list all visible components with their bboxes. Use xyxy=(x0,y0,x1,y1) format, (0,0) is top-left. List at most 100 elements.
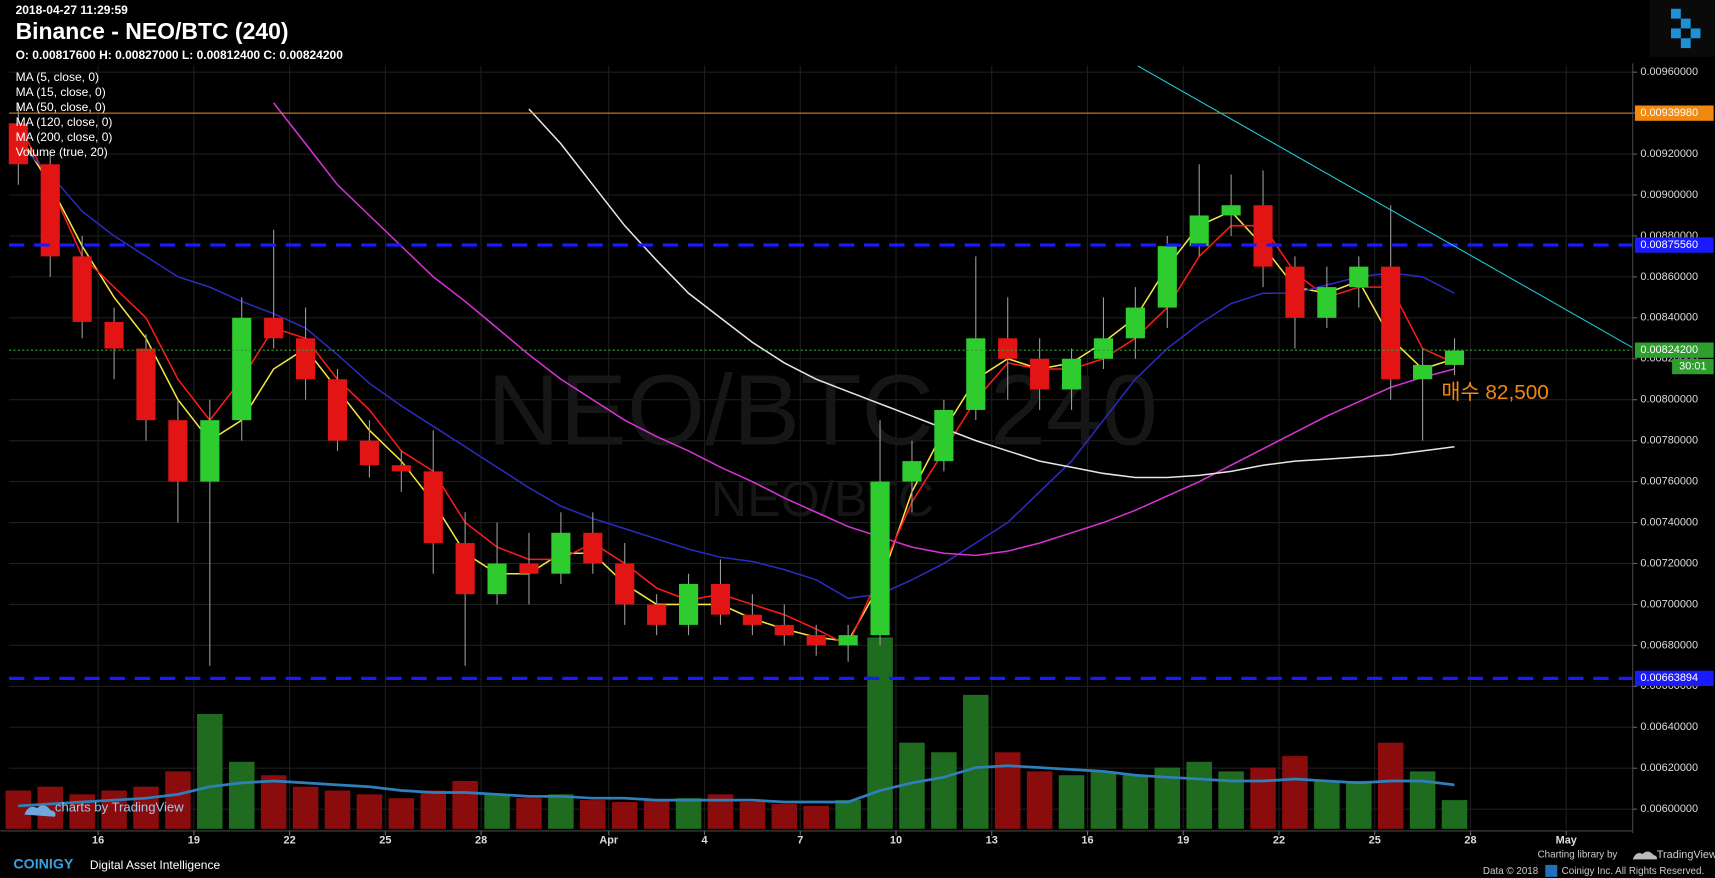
x-tick-label: 7 xyxy=(797,835,803,847)
volume-bar xyxy=(1314,780,1340,829)
candle-body xyxy=(359,440,379,466)
timestamp: 2018-04-27 11:29:59 xyxy=(16,3,129,17)
ma-line xyxy=(528,108,1455,479)
legend-entry: MA (5, close, 0) xyxy=(16,70,99,84)
price-line-label: 0.00663894 xyxy=(1640,672,1698,684)
volume-bar xyxy=(484,794,510,829)
data-credit: Data © 2018 xyxy=(1483,866,1539,877)
library-name[interactable]: TradingView xyxy=(1657,849,1715,861)
price-line-label: 0.00939980 xyxy=(1640,107,1698,119)
x-tick-label: 25 xyxy=(379,835,391,847)
candle-body xyxy=(168,420,188,482)
volume-bar xyxy=(260,775,287,829)
trendline xyxy=(1137,65,1633,349)
candle-body xyxy=(1189,215,1209,247)
price-line-box xyxy=(1634,342,1714,358)
candle-body xyxy=(40,164,60,257)
y-tick-label: 0.00720000 xyxy=(1640,557,1698,569)
ma-line xyxy=(17,143,1455,600)
watermark-text: NEO/BTC, 240 xyxy=(487,354,1158,466)
logo-square xyxy=(1680,38,1691,49)
volume-bar xyxy=(165,771,191,829)
candle-body xyxy=(136,348,156,421)
tv-badge-text[interactable]: charts by TradingView xyxy=(55,799,184,814)
volume-bar xyxy=(292,786,319,829)
candle-body xyxy=(806,635,826,646)
y-tick-label: 0.00840000 xyxy=(1640,312,1698,324)
x-tick-label: 19 xyxy=(1177,835,1189,847)
indicator-lines xyxy=(17,102,1455,647)
candle-body xyxy=(232,317,252,421)
candle-body xyxy=(1125,307,1145,339)
x-tick-label: 16 xyxy=(92,835,104,847)
y-tick-label: 0.00760000 xyxy=(1640,475,1698,487)
volume-bar xyxy=(739,802,766,829)
y-tick-label: 0.00740000 xyxy=(1640,516,1698,528)
x-tick-label: Apr xyxy=(599,835,619,847)
candles xyxy=(8,102,1465,666)
library-credit: Charting library by xyxy=(1538,850,1618,861)
ma-line xyxy=(17,133,1455,643)
volume-bar xyxy=(1441,800,1468,829)
ma-line xyxy=(17,122,1455,647)
candle-body xyxy=(647,604,667,625)
x-tick-label: 13 xyxy=(986,835,998,847)
candle-body xyxy=(455,543,475,595)
candle-body xyxy=(1349,266,1369,288)
annotation: 매수 82,500 xyxy=(1441,381,1548,404)
volume-bar xyxy=(803,805,829,829)
logo-square xyxy=(1690,28,1701,39)
logo-square xyxy=(1670,28,1681,39)
x-tick-label: 28 xyxy=(1464,835,1476,847)
x-tick-label: May xyxy=(1556,835,1578,847)
volume-bar xyxy=(5,790,32,829)
candle-body xyxy=(774,624,794,636)
volume-bar xyxy=(1090,771,1117,829)
rights: Coinigy Inc. All Rights Reserved. xyxy=(1562,866,1705,877)
volume-bar xyxy=(197,713,223,829)
volume-bar xyxy=(611,802,638,829)
volume-bar xyxy=(931,752,957,829)
volume-bar xyxy=(1122,775,1149,829)
countdown-box xyxy=(1672,358,1714,375)
price-line-label: 0.00875560 xyxy=(1640,239,1698,251)
candle-body xyxy=(1157,246,1177,308)
legend-entry: MA (15, close, 0) xyxy=(16,85,106,99)
volume-pane xyxy=(5,637,1468,829)
candle-body xyxy=(72,256,92,322)
volume-bar xyxy=(548,794,574,829)
y-tick-label: 0.00680000 xyxy=(1640,639,1698,651)
x-tick-label: 4 xyxy=(701,835,708,847)
candle-body xyxy=(551,532,571,574)
y-tick-label: 0.00600000 xyxy=(1640,803,1698,815)
volume-bar xyxy=(101,790,127,829)
volume-bar xyxy=(835,800,861,829)
volume-ma-line xyxy=(18,764,1455,808)
coinigy-mini-icon xyxy=(1545,864,1558,877)
volume-bar xyxy=(324,790,351,829)
volume-bar xyxy=(675,798,702,829)
volume-bar xyxy=(1058,775,1085,829)
volume-bar xyxy=(963,694,989,829)
y-tick-label: 0.00700000 xyxy=(1640,598,1698,610)
volume-bar xyxy=(771,803,798,829)
volume-bar xyxy=(356,794,383,829)
candle-body xyxy=(1285,266,1305,318)
volume-bar xyxy=(69,794,95,829)
candle-body xyxy=(295,338,316,380)
candle-body xyxy=(200,420,220,482)
y-tick-label: 0.00920000 xyxy=(1640,148,1698,160)
candle-body xyxy=(327,379,348,441)
volume-bar xyxy=(867,637,893,829)
legend-entry: MA (50, close, 0) xyxy=(16,100,106,114)
tagline: Digital Asset Intelligence xyxy=(90,858,221,872)
volume-bar xyxy=(580,800,606,829)
logo-square xyxy=(1680,18,1691,29)
candle-body xyxy=(1061,358,1082,390)
candle-body xyxy=(1381,266,1401,380)
candle-body xyxy=(1221,205,1241,216)
candle-body xyxy=(583,532,603,564)
